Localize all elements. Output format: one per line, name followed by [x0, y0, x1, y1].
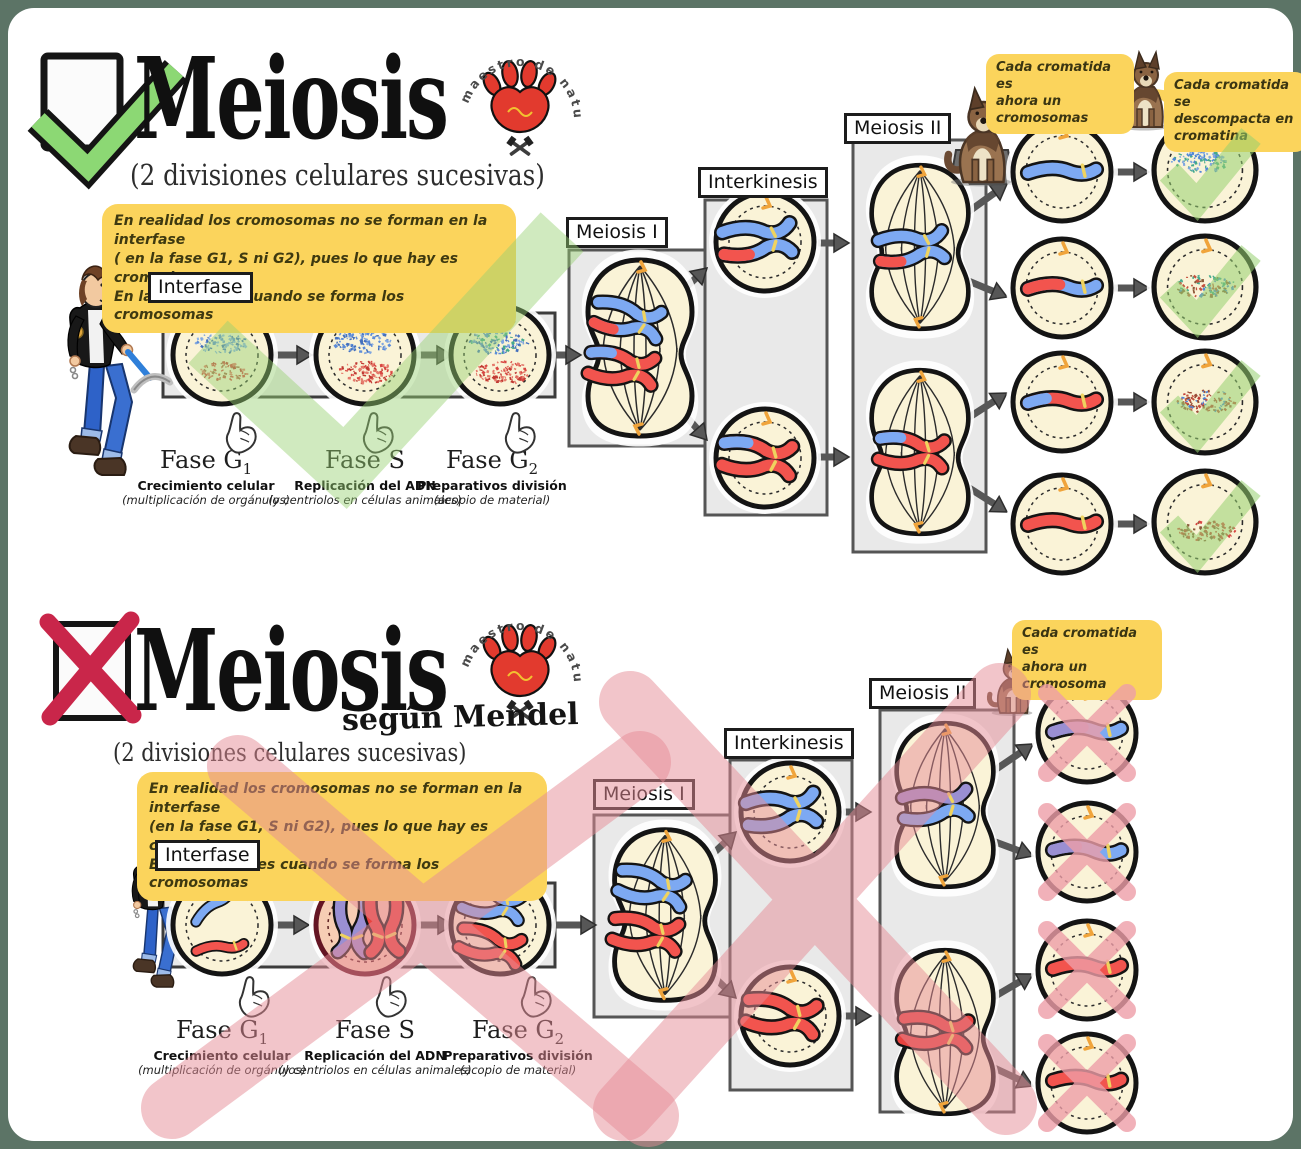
phase-g2-top: Fase G2 Preparativos división (acopio de…: [362, 446, 622, 508]
chromosome-pair-red: [870, 429, 952, 476]
arrow: [1114, 161, 1151, 183]
chromatin-blue-teal: [468, 330, 530, 355]
subtitle-bottom: (2 divisiones celulares sucesivas): [113, 738, 467, 767]
phase-g2-bottom: Fase G2 Preparativos división (acopio de…: [388, 1016, 648, 1078]
chromosome-pair-red: [713, 433, 801, 484]
chromosome-rod-red: [1044, 1068, 1130, 1092]
chromosome-rod-red: [1019, 512, 1105, 534]
interkinesis-label-top: Interkinesis: [698, 167, 828, 198]
arrow: [1114, 391, 1151, 413]
arrow: [550, 914, 598, 936]
interfase-label-top: Interfase: [148, 272, 253, 303]
meiosis1-label-bottom: Meiosis I: [593, 779, 695, 810]
phase-detail: (multiplicación de orgánulos): [122, 493, 290, 508]
bubble-chromosome-bottom: Cada cromatida es ahora un cromosoma: [1012, 620, 1162, 700]
arrow: [1114, 277, 1151, 299]
phase-detail: (y centriolos en células animales): [268, 493, 462, 508]
chromosome-rod-red: [190, 938, 250, 957]
phase-title: Fase G2: [471, 1016, 565, 1048]
bubble-chromatin-top: Cada cromatida se descompacta en cromati…: [1164, 72, 1301, 152]
note-callout-top: En realidad los cromosomas no se forman …: [102, 204, 516, 334]
interkinesis-label-bottom: Interkinesis: [724, 728, 854, 759]
chromosome-pair-blue: [586, 294, 670, 347]
subtitle-top: (2 divisiones celulares sucesivas): [130, 158, 545, 192]
chromosome-pair-blue: [714, 215, 801, 264]
note-callout-bottom: En realidad los cromosomas no se forman …: [137, 772, 547, 902]
page-title-top: Meiosis: [134, 34, 449, 165]
mendel-subtitle: según Mendel: [341, 696, 580, 739]
phase-desc: Replicación del ADN: [294, 478, 436, 494]
phase-desc: Preparativos división: [443, 1048, 593, 1064]
chromosome-rod-red-blue: [1019, 276, 1105, 298]
final-cell-4: [1147, 464, 1263, 580]
chromosome-rod-red: [1044, 956, 1130, 978]
arrow: [1114, 513, 1151, 535]
chromosome-rod-purple-blue: [1044, 719, 1130, 741]
meiosis2-label-bottom: Meiosis II: [869, 678, 977, 709]
final-cell-3: [1147, 344, 1263, 460]
chromosome-pair-blue: [870, 223, 953, 270]
checkbox-checked-icon: [27, 52, 188, 190]
phase-desc: Preparativos división: [417, 478, 567, 494]
interfase-label-bottom: Interfase: [155, 840, 260, 871]
chromosome-rod-blue: [1019, 160, 1105, 182]
phase-detail: (acopio de material): [433, 493, 551, 508]
chromatin-red: [338, 360, 394, 385]
phase-detail: (acopio de material): [459, 1063, 577, 1078]
chromatin-red: [475, 360, 529, 385]
phase-desc: Crecimiento celular: [137, 478, 275, 494]
chromatin-red: [200, 361, 249, 382]
chromosome-pair-red: [580, 344, 663, 393]
chromosome-rod-blue-red: [1019, 390, 1105, 412]
paw-logo: maestro de naturales: [457, 54, 584, 158]
checkbox-crossed-icon: [39, 611, 142, 726]
chromatin-blue: [194, 334, 248, 355]
page-title-bottom: Meiosis: [134, 606, 449, 737]
meiosis1-label-top: Meiosis I: [566, 217, 668, 248]
bubble-chromosome-top: Cada cromatida es ahora un cromosomas: [986, 54, 1134, 134]
phase-title: Fase G2: [445, 446, 539, 478]
meiosis2-label-top: Meiosis II: [844, 113, 952, 144]
